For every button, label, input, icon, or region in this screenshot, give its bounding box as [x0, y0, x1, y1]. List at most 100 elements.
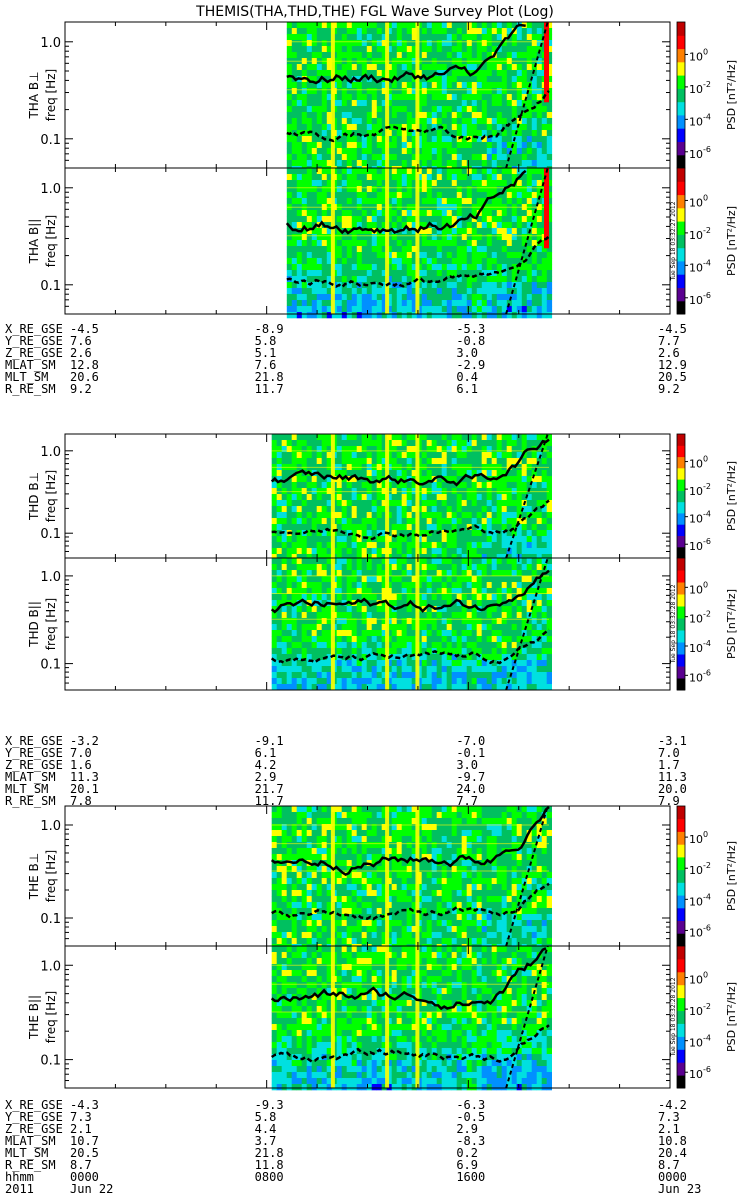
spectrogram-cell — [421, 300, 428, 307]
spectrogram-cell — [391, 246, 398, 253]
spectrogram-cell — [391, 130, 398, 137]
spectrogram-cell — [486, 186, 493, 193]
spectrogram-cell — [501, 106, 508, 113]
spectral-line-stripe — [330, 434, 335, 558]
spectrogram-cell — [361, 524, 367, 531]
spectrogram-cell — [351, 88, 358, 95]
spectrogram-cell — [366, 160, 373, 167]
spectrogram-cell — [326, 94, 333, 101]
spectrogram-cell — [541, 300, 548, 307]
spectrogram-cell — [391, 142, 398, 149]
spectrogram-cell — [301, 636, 307, 643]
spectrogram-cell — [541, 548, 547, 555]
spectrogram-cell — [501, 46, 508, 53]
spectrogram-cell — [526, 536, 532, 543]
spectrogram-cell — [396, 306, 403, 313]
spectrogram-cell — [426, 512, 432, 519]
spectrogram-cell — [336, 588, 342, 595]
spectrogram-cell — [511, 130, 518, 137]
spectrogram-cell — [301, 660, 307, 667]
spectrogram-cell — [496, 434, 502, 441]
spectrogram-cell — [426, 180, 433, 187]
spectrogram-cell — [441, 542, 447, 549]
spectrogram-cell — [376, 154, 383, 161]
spectrogram-cell — [436, 672, 442, 679]
spectrogram-cell — [361, 294, 368, 301]
spectrogram-cell — [536, 300, 543, 307]
spectrogram-cell — [286, 672, 292, 679]
spectrogram-cell — [336, 618, 342, 625]
spectrogram-cell — [416, 210, 423, 217]
spectrogram-cell — [361, 300, 368, 307]
spectrogram-cell — [546, 82, 553, 89]
spectrogram-cell — [466, 288, 473, 295]
spectrogram-cell — [446, 276, 453, 283]
spectrogram-cell — [451, 282, 458, 289]
colorbar-tick-label: 10-2 — [689, 482, 711, 498]
spectrogram-cell — [386, 536, 392, 543]
spectrogram-cell — [466, 198, 473, 205]
spectrogram-cell — [321, 678, 327, 685]
spectrogram-cell — [411, 34, 418, 41]
spectrogram-cell — [471, 118, 478, 125]
spectrogram-cell — [371, 470, 377, 477]
spectrogram-cell — [361, 452, 367, 459]
spectrogram-cell — [451, 630, 457, 637]
spectrogram-cell — [396, 470, 402, 477]
spectrogram-cell — [406, 570, 412, 577]
spectrogram-cell — [541, 130, 548, 137]
spectrogram-cell — [311, 312, 318, 319]
spectrogram-cell — [301, 612, 307, 619]
spectrogram-cell — [451, 168, 458, 175]
spectrogram-cell — [281, 554, 287, 561]
spectrogram-cell — [381, 576, 387, 583]
spectrogram-cell — [546, 100, 553, 107]
spectrogram-cell — [391, 594, 397, 601]
spectrogram-cell — [291, 512, 297, 519]
spectrogram-cell — [371, 530, 377, 537]
spectrogram-cell — [376, 666, 382, 673]
spectrogram-cell — [406, 28, 413, 35]
spectrogram-cell — [541, 500, 547, 507]
spectrogram-cell — [546, 174, 553, 181]
spectrogram-cell — [526, 282, 533, 289]
spectrogram-cell — [541, 470, 547, 477]
spectrogram-cell — [421, 282, 428, 289]
spectrogram-cell — [441, 570, 447, 577]
spectrogram-cell — [456, 594, 462, 601]
spectrogram-cell — [496, 536, 502, 543]
spectrogram-cell — [376, 506, 382, 513]
spectrogram-cell — [356, 174, 363, 181]
spectrogram-cell — [286, 264, 293, 271]
spectrogram-cell — [346, 518, 352, 525]
spectrogram-cell — [336, 94, 343, 101]
spectrogram-cell — [436, 542, 442, 549]
spectrogram-cell — [516, 118, 523, 125]
spectrogram-cell — [381, 112, 388, 119]
spectrogram-cell — [291, 594, 297, 601]
spectrogram-cell — [386, 506, 392, 513]
spectrogram-cell — [311, 524, 317, 531]
spectrogram-cell — [296, 64, 303, 71]
spectrogram-cell — [436, 118, 443, 125]
spectrogram-cell — [316, 630, 322, 637]
spectrogram-cell — [326, 64, 333, 71]
spectrogram-cell — [406, 654, 412, 661]
spectrogram-cell — [381, 306, 388, 313]
spectrogram-cell — [486, 524, 492, 531]
spectrogram-cell — [546, 276, 553, 283]
spectrogram-cell — [516, 270, 523, 277]
spectrogram-cell — [316, 210, 323, 217]
spectrogram-cell — [336, 494, 342, 501]
spectrogram-cell — [321, 40, 328, 47]
panel-ylabel: THA B⊥ — [27, 71, 41, 119]
spectrogram-cell — [476, 240, 483, 247]
spectrogram-cell — [311, 678, 317, 685]
spectrogram-cell — [406, 112, 413, 119]
spectrogram-cell — [376, 618, 382, 625]
spectrogram-cell — [526, 100, 533, 107]
spectrogram-cell — [436, 312, 443, 319]
spectrogram-cell — [516, 506, 522, 513]
spectrogram-cell — [451, 228, 458, 235]
